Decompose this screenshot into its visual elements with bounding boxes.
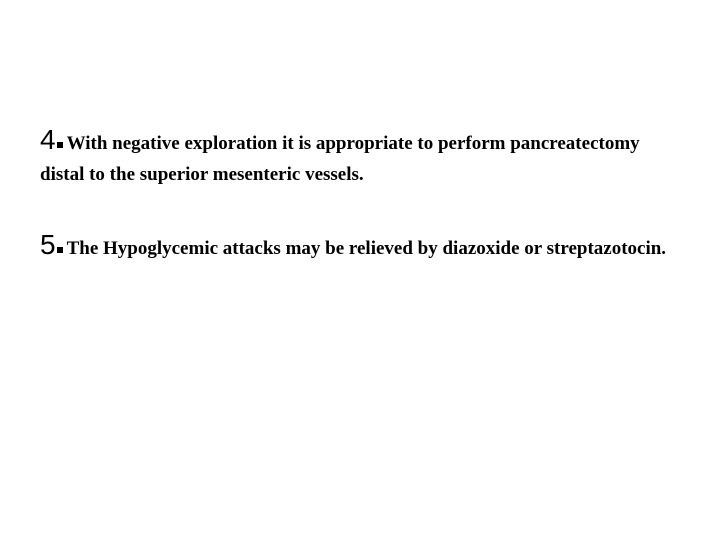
list-item: 4With negative exploration it is appropr… — [40, 120, 688, 188]
item-text: With negative exploration it is appropri… — [40, 133, 640, 185]
item-text: The Hypoglycemic attacks may be relieved… — [67, 238, 666, 259]
list-item: 5 The Hypoglycemic attacks may be relieve… — [40, 225, 688, 266]
item-number: 4 — [40, 120, 56, 161]
bullet-dot — [57, 142, 63, 148]
bullet-dot — [57, 247, 63, 253]
item-number: 5 — [40, 225, 56, 266]
slide-page: 4With negative exploration it is appropr… — [0, 0, 720, 540]
